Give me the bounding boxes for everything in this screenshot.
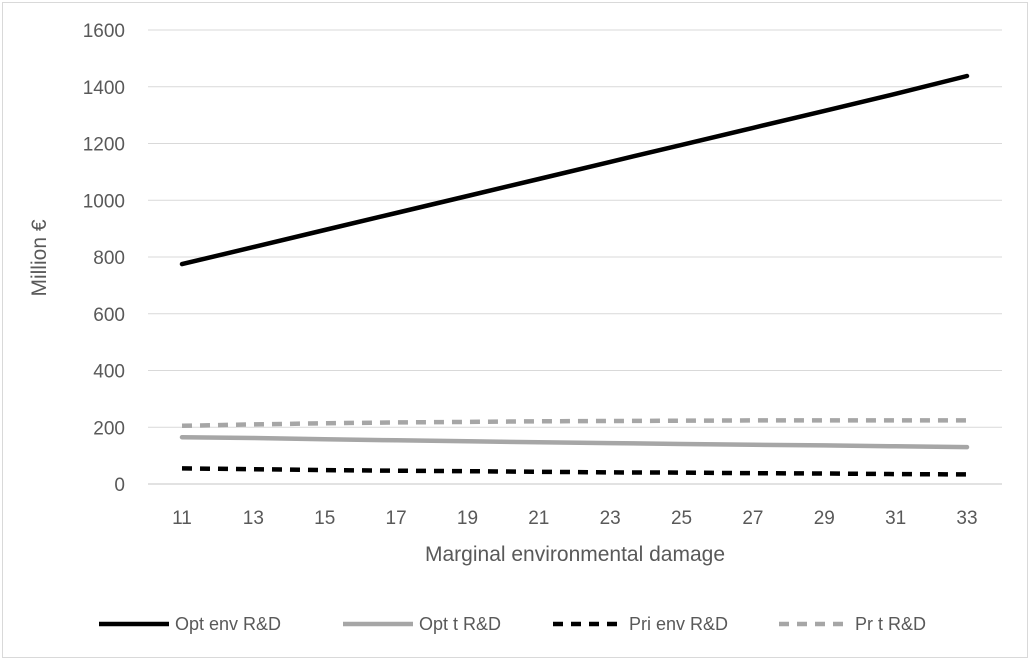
legend-label-opt-t-r-d: Opt t R&D xyxy=(419,614,501,634)
x-tick-label: 15 xyxy=(314,508,335,529)
series-line-pr-t-r-d xyxy=(181,418,967,429)
y-tick-label: 0 xyxy=(114,475,125,496)
x-tick-label: 31 xyxy=(885,508,906,529)
series-line-pri-env-r-d xyxy=(181,466,968,477)
y-tick-label: 1400 xyxy=(83,78,125,99)
y-tick-label: 1000 xyxy=(83,191,125,212)
y-axis-tick-labels: 0 200 400 600 800 1000 1200 1400 1600 xyxy=(83,21,125,496)
y-tick-label: 800 xyxy=(93,248,125,269)
legend-label-pri-env-r-d: Pri env R&D xyxy=(629,614,728,634)
x-tick-label: 33 xyxy=(956,508,977,529)
x-axis-tick-labels: 11 13 15 17 19 21 23 25 27 29 31 33 xyxy=(172,508,977,529)
x-tick-label: 29 xyxy=(814,508,835,529)
x-tick-label: 21 xyxy=(528,508,549,529)
y-tick-label: 200 xyxy=(93,418,125,439)
gridlines xyxy=(148,29,1002,428)
x-axis-title: Marginal environmental damage xyxy=(425,543,725,566)
legend-label-pr-t-r-d: Pr t R&D xyxy=(855,614,926,634)
x-tick-label: 23 xyxy=(600,508,621,529)
legend: Opt env R&D Opt t R&D Pri env R&D Pr t R&D xyxy=(99,614,926,634)
x-tick-label: 19 xyxy=(457,508,478,529)
legend-label-opt-env-r-d: Opt env R&D xyxy=(175,614,281,634)
y-tick-label: 1600 xyxy=(83,21,125,42)
y-axis-title: Million € xyxy=(28,219,51,296)
series-lines xyxy=(179,73,970,477)
x-tick-label: 27 xyxy=(742,508,763,529)
y-tick-label: 600 xyxy=(93,305,125,326)
y-tick-label: 1200 xyxy=(83,135,125,156)
series-line-opt-t-r-d xyxy=(179,434,970,450)
y-tick-label: 400 xyxy=(93,362,125,383)
x-tick-label: 11 xyxy=(172,508,192,529)
x-tick-label: 13 xyxy=(243,508,264,529)
x-tick-label: 17 xyxy=(386,508,407,529)
series-line-opt-env-r-d xyxy=(179,73,970,267)
x-tick-label: 25 xyxy=(671,508,692,529)
